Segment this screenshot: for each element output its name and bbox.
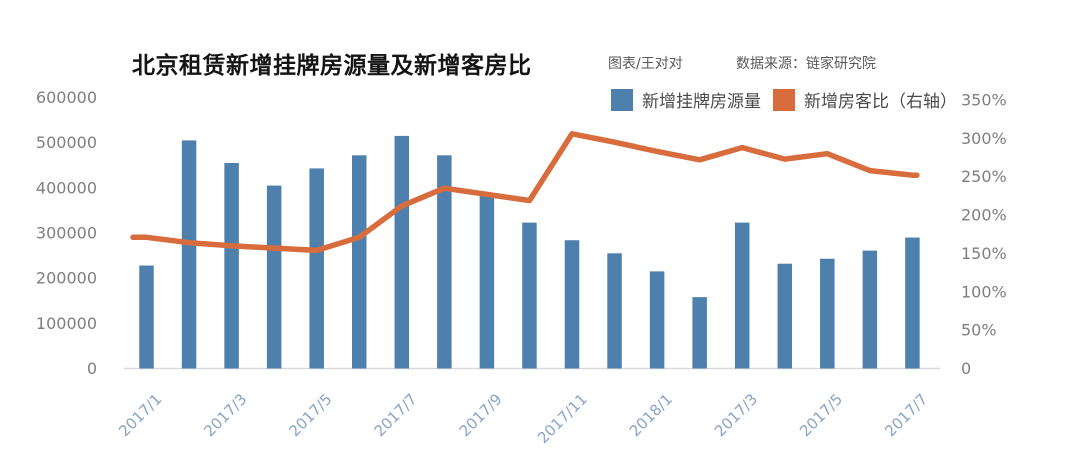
left-axis-tick-3: 300000 — [36, 224, 97, 243]
bar-2 — [224, 162, 239, 369]
bar-9 — [522, 222, 537, 369]
bar-1 — [181, 140, 197, 369]
bar-0 — [139, 265, 154, 369]
x-axis-tick-2: 2017/5 — [285, 390, 335, 440]
bar-3 — [266, 185, 282, 369]
right-axis-tick-2: 250% — [961, 167, 1007, 186]
chart-title: 北京租赁新增挂牌房源量及新增客房比 — [132, 53, 532, 79]
x-axis-tick-9: 2017/7 — [881, 390, 931, 440]
chart-credit: 图表/王对对 — [608, 56, 683, 72]
bar-16 — [820, 258, 835, 369]
x-axis-tick-0: 2017/1 — [115, 390, 165, 440]
right-axis-tick-7: 0 — [961, 359, 971, 378]
bar-10 — [564, 240, 580, 369]
x-axis-tick-1: 2017/3 — [200, 390, 250, 440]
x-axis-tick-6: 2018/1 — [626, 390, 676, 440]
right-axis-tick-5: 100% — [961, 282, 1007, 301]
trend-line — [130, 131, 920, 254]
x-axis-tick-3: 2017/7 — [371, 390, 421, 440]
x-axis-tick-4: 2017/9 — [456, 390, 506, 440]
right-axis-tick-6: 50% — [961, 321, 997, 340]
bar-11 — [607, 253, 622, 369]
left-axis-tick-4: 200000 — [36, 269, 97, 288]
bar-18 — [905, 237, 920, 369]
right-axis-tick-1: 300% — [961, 129, 1007, 148]
bar-13 — [692, 297, 707, 369]
right-axis-tick-0: 350% — [961, 91, 1007, 110]
bar-series-swatch-icon — [611, 88, 633, 111]
bar-14 — [734, 222, 750, 369]
bar-8 — [479, 194, 495, 369]
left-axis-tick-2: 400000 — [36, 178, 97, 197]
legend: 新增挂牌房源量 新增房客比（右轴） — [611, 87, 957, 112]
data-source-note: 数据来源：链家研究院 — [736, 56, 876, 72]
x-axis-tick-8: 2017/5 — [796, 390, 846, 440]
bar-12 — [649, 271, 665, 369]
bar-6 — [394, 135, 410, 369]
left-axis-tick-6: 0 — [87, 359, 97, 378]
legend-label-line-series: 新增房客比（右轴） — [804, 92, 957, 112]
right-axis-tick-4: 150% — [961, 244, 1007, 263]
legend-label-bar-series: 新增挂牌房源量 — [642, 92, 761, 112]
left-axis-tick-5: 100000 — [36, 314, 97, 333]
bar-5 — [352, 155, 367, 369]
legend-item-line-series: 新增房客比（右轴） — [773, 87, 957, 112]
x-axis-tick-5: 2017/11 — [534, 390, 591, 447]
left-axis-tick-1: 500000 — [36, 133, 97, 152]
bar-15 — [777, 263, 792, 369]
bar-7 — [437, 155, 452, 369]
right-axis-tick-3: 200% — [961, 206, 1007, 225]
left-axis-tick-0: 600000 — [36, 88, 97, 107]
bar-4 — [309, 168, 324, 369]
bar-17 — [862, 250, 878, 369]
line-series-swatch-icon — [773, 88, 795, 111]
x-axis-tick-7: 2017/3 — [711, 390, 761, 440]
legend-item-bar-series: 新增挂牌房源量 — [611, 87, 761, 112]
